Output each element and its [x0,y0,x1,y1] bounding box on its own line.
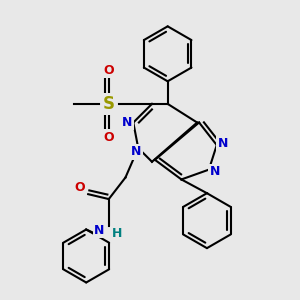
Text: O: O [103,64,114,77]
Text: H: H [111,227,122,240]
Text: N: N [218,136,228,150]
Text: O: O [74,181,85,194]
Text: N: N [131,146,141,158]
Text: O: O [103,131,114,144]
Text: N: N [122,116,133,129]
Text: N: N [210,165,220,178]
Text: S: S [103,95,115,113]
Text: N: N [94,224,104,237]
